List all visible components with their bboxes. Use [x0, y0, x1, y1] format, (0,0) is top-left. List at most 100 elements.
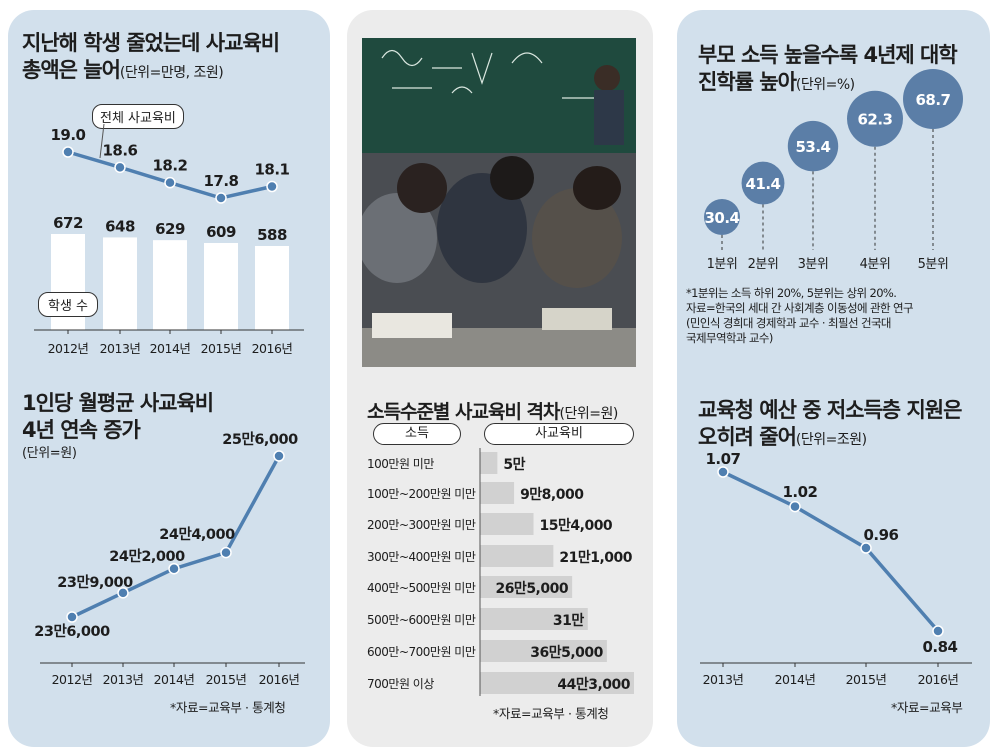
student-label: 629: [155, 220, 185, 238]
total-point: [266, 180, 278, 193]
percapita-xtick: 2012년: [52, 672, 93, 687]
income-bar-label: 9만8,000: [520, 487, 584, 503]
income-category: 500만~600만원 미만: [367, 613, 476, 627]
percapita-label: 24만2,000: [109, 548, 185, 565]
rate-bubble: [847, 90, 903, 147]
percapita-xtick: 2015년: [206, 672, 247, 687]
budget-point: [717, 466, 729, 478]
income-bar: [480, 640, 607, 662]
budget-label: 1.02: [782, 483, 817, 501]
budget-xtick: 2015년: [846, 672, 887, 687]
students-xtick: 2012년: [48, 341, 89, 356]
panel-left: [8, 10, 330, 747]
classroom-photo: [362, 38, 636, 367]
rate-label: 41.4: [745, 175, 780, 193]
income-category: 600만~700만원 미만: [367, 645, 476, 659]
budget-point: [932, 625, 944, 637]
income-bar-label: 36만5,000: [530, 645, 603, 661]
rate-label: 53.4: [795, 138, 830, 156]
budget-point: [789, 500, 801, 513]
income-category: 300만~400만원 미만: [367, 550, 476, 564]
rate-label: 62.3: [857, 111, 892, 129]
student-label: 648: [105, 217, 135, 235]
chart5-title: 부모 소득 높을수록 4년제 대학 진학률 높아(단위=%): [698, 43, 958, 94]
chart4-title: 소득수준별 사교육비 격차(단위=원): [367, 401, 618, 423]
budget-xtick: 2014년: [775, 672, 816, 687]
income-bar: [480, 482, 515, 504]
income-bar: [480, 576, 573, 598]
quintile-label: 2분위: [748, 257, 779, 272]
budget-xtick: 2013년: [703, 672, 744, 687]
percapita-xtick: 2014년: [154, 672, 195, 687]
income-category: 100만~200만원 미만: [367, 487, 476, 501]
income-category: 100만원 미만: [367, 457, 434, 471]
rate-bubble: [741, 161, 785, 205]
students-xtick: 2015년: [201, 341, 242, 356]
income-bar: [480, 608, 588, 630]
income-bar-label: 5만: [503, 457, 525, 473]
chart6-title: 교육청 예산 중 저소득층 지원은 오히려 줄어(단위=조원): [698, 398, 962, 449]
percapita-label: 25만6,000: [222, 431, 298, 448]
quintile-label: 4분위: [860, 257, 891, 272]
percapita-point: [168, 562, 180, 575]
total-point: [114, 161, 126, 174]
income-bar-label: 21만1,000: [559, 550, 632, 566]
income-bar: [480, 452, 498, 474]
students-xtick: 2016년: [252, 341, 293, 356]
student-label: 588: [257, 226, 287, 244]
total-label: 18.6: [102, 141, 137, 159]
students-xtick: 2013년: [100, 341, 141, 356]
income-bar-label: 26만5,000: [495, 581, 568, 597]
income-bar-label: 31만: [553, 613, 584, 629]
chart1-title: 지난해 학생 줄었는데 사교육비 총액은 늘어(단위=만명, 조원): [22, 31, 280, 82]
income-category: 400만~500만원 미만: [367, 581, 476, 595]
callout-students: 학생 수: [38, 292, 99, 317]
total-point: [215, 192, 227, 204]
chart6-source: *자료=교육부: [891, 700, 963, 715]
percapita-point: [220, 546, 232, 559]
callout-leader: [99, 123, 105, 159]
rate-label: 68.7: [915, 91, 950, 109]
income-bar: [480, 672, 634, 694]
percapita-label: 23만6,000: [34, 623, 110, 640]
percapita-label: 23만9,000: [57, 574, 133, 591]
budget-line: [722, 470, 940, 633]
student-label: 672: [53, 214, 83, 232]
total-label: 18.2: [152, 157, 187, 175]
student-bar: [103, 237, 137, 330]
percapita-xtick: 2013년: [103, 672, 144, 687]
rate-bubble: [903, 69, 963, 129]
col-income-header: 소득: [373, 423, 461, 445]
chart2-unit: (단위=원): [22, 446, 77, 461]
student-bar: [255, 246, 289, 330]
total-label: 19.0: [50, 126, 85, 144]
percapita-xtick: 2016년: [259, 672, 300, 687]
rate-bubble: [787, 120, 839, 172]
rate-bubble: [704, 199, 740, 235]
callout-total: 전체 사교육비: [92, 104, 184, 129]
income-bar-label: 15만4,000: [540, 518, 613, 534]
budget-label: 0.96: [863, 526, 898, 544]
budget-label: 1.07: [705, 450, 740, 468]
total-point: [164, 176, 176, 189]
student-label: 609: [206, 223, 236, 241]
budget-xtick: 2016년: [918, 672, 959, 687]
income-category: 200만~300만원 미만: [367, 518, 476, 532]
quintile-label: 3분위: [798, 257, 829, 272]
total-point: [62, 146, 74, 158]
percapita-label: 24만4,000: [159, 526, 235, 543]
students-xtick: 2014년: [150, 341, 191, 356]
chart2-source: *자료=교육부 · 통계청: [170, 700, 286, 715]
budget-point: [860, 542, 872, 554]
budget-label: 0.84: [922, 638, 957, 656]
income-bar-label: 44만3,000: [557, 677, 630, 693]
percapita-point: [273, 450, 285, 462]
total-label: 17.8: [203, 172, 238, 190]
chart4-source: *자료=교육부 · 통계청: [493, 706, 609, 721]
total-label: 18.1: [254, 161, 289, 179]
percapita-point: [117, 587, 129, 599]
chart5-note: *1분위는 소득 하위 20%, 5분위는 상위 20%. 자료=한국의 세대 …: [686, 286, 914, 345]
income-category: 700만원 이상: [367, 677, 434, 691]
income-bar: [480, 513, 534, 535]
